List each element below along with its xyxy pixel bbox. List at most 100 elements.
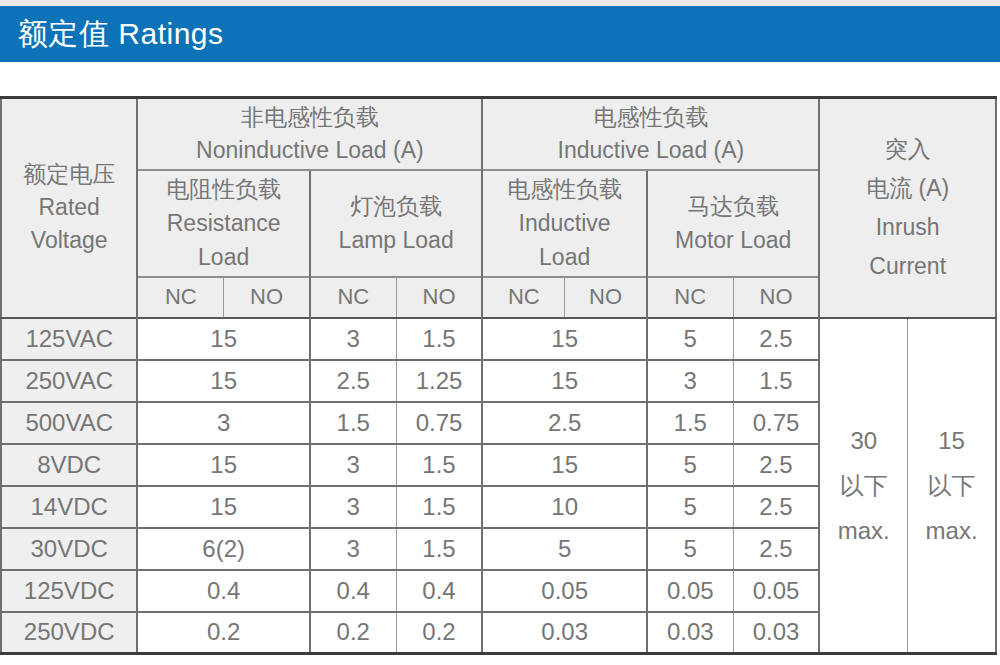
- row-label-voltage: 8VDC: [1, 444, 137, 486]
- cell-motor-no: 2.5: [733, 444, 819, 486]
- cell-lamp-no: 1.25: [396, 360, 482, 402]
- cell-lamp-no: 1.5: [396, 528, 482, 570]
- cell-lamp-nc: 2.5: [310, 360, 396, 402]
- corner-header-en2: Voltage: [2, 224, 136, 257]
- cell-lamp-nc: 3: [310, 486, 396, 528]
- cell-resistance: 0.4: [137, 570, 310, 612]
- cell-inductive: 0.03: [482, 612, 646, 654]
- cell-lamp-no: 1.5: [396, 444, 482, 486]
- inrush-header-zh2: 电流 (A): [820, 169, 995, 208]
- inrush-header-en1: Inrush: [820, 208, 995, 247]
- cell-motor-no: 0.75: [733, 402, 819, 444]
- cell-lamp-nc: 1.5: [310, 402, 396, 444]
- cell-lamp-nc: 0.4: [310, 570, 396, 612]
- inrush-15-max: max.: [908, 508, 995, 553]
- cell-inductive: 15: [482, 444, 646, 486]
- corner-header-zh: 额定电压: [2, 158, 136, 191]
- cell-lamp-no: 1.5: [396, 486, 482, 528]
- cell-motor-no: 0.03: [733, 612, 819, 654]
- cell-inductive: 15: [482, 360, 646, 402]
- col-header-motor-no: NO: [733, 277, 819, 318]
- col-header-lamp-no: NO: [396, 277, 482, 318]
- motor-load-en: Motor Load: [648, 223, 819, 257]
- resistance-load-en2: Load: [138, 240, 309, 274]
- group-inductive-en: Inductive Load (A): [483, 134, 818, 167]
- inrush-30-zh: 以下: [820, 463, 907, 508]
- cell-resistance: 6(2): [137, 528, 310, 570]
- group-header-noninductive-load: 非电感性负载 Noninductive Load (A): [137, 98, 482, 170]
- cell-motor-nc: 3: [647, 360, 733, 402]
- inrush-15-value: 15: [908, 418, 995, 463]
- row-label-voltage: 125VAC: [1, 318, 137, 360]
- col-header-lamp-nc: NC: [310, 277, 396, 318]
- cell-resistance: 15: [137, 444, 310, 486]
- corner-header-rated-voltage: 额定电压 Rated Voltage: [1, 98, 137, 318]
- inductive-load-en2: Load: [483, 240, 645, 274]
- row-label-voltage: 14VDC: [1, 486, 137, 528]
- cell-inductive: 15: [482, 318, 646, 360]
- cell-resistance: 15: [137, 486, 310, 528]
- cell-inductive: 10: [482, 486, 646, 528]
- cell-lamp-no: 1.5: [396, 318, 482, 360]
- cell-resistance: 15: [137, 360, 310, 402]
- cell-resistance: 15: [137, 318, 310, 360]
- header-inrush-current: 突入 电流 (A) Inrush Current: [819, 98, 996, 318]
- inductive-load-en1: Inductive: [483, 206, 645, 240]
- cell-motor-nc: 5: [647, 444, 733, 486]
- cell-lamp-nc: 0.2: [310, 612, 396, 654]
- cell-motor-nc: 0.05: [647, 570, 733, 612]
- section-title-bar: 额定值 Ratings: [0, 6, 1000, 62]
- table-row-125vac: 125VAC 15 3 1.5 15 5 2.5 30 以下 max. 15 以…: [1, 318, 996, 360]
- cell-lamp-no: 0.2: [396, 612, 482, 654]
- row-label-voltage: 30VDC: [1, 528, 137, 570]
- cell-lamp-no: 0.4: [396, 570, 482, 612]
- group-noninductive-zh: 非电感性负载: [138, 101, 481, 134]
- group-inductive-zh: 电感性负载: [483, 101, 818, 134]
- cell-motor-nc: 5: [647, 486, 733, 528]
- corner-header-en1: Rated: [2, 191, 136, 224]
- cell-inductive: 2.5: [482, 402, 646, 444]
- cell-motor-no: 2.5: [733, 486, 819, 528]
- inductive-load-zh: 电感性负载: [483, 172, 645, 206]
- resistance-load-en1: Resistance: [138, 206, 309, 240]
- subheader-resistance-load: 电阻性负载 Resistance Load: [137, 170, 310, 277]
- inrush-header-zh1: 突入: [820, 130, 995, 169]
- row-label-voltage: 250VDC: [1, 612, 137, 654]
- header-row-groups: 额定电压 Rated Voltage 非电感性负载 Noninductive L…: [1, 98, 996, 170]
- cell-inrush-30-max: 30 以下 max.: [819, 318, 907, 654]
- cell-inductive: 0.05: [482, 570, 646, 612]
- cell-lamp-no: 0.75: [396, 402, 482, 444]
- page: 额定值 Ratings 额定电压 Rated Voltage 非电感性负载 No…: [0, 0, 1000, 655]
- cell-lamp-nc: 3: [310, 318, 396, 360]
- cell-motor-no: 2.5: [733, 528, 819, 570]
- row-label-voltage: 500VAC: [1, 402, 137, 444]
- col-header-inductive-nc: NC: [482, 277, 564, 318]
- cell-inrush-15-max: 15 以下 max.: [908, 318, 996, 654]
- cell-motor-nc: 5: [647, 318, 733, 360]
- cell-lamp-nc: 3: [310, 528, 396, 570]
- cell-motor-no: 1.5: [733, 360, 819, 402]
- inrush-header-en2: Current: [820, 247, 995, 286]
- cell-resistance: 3: [137, 402, 310, 444]
- resistance-load-zh: 电阻性负载: [138, 172, 309, 206]
- subheader-inductive-load: 电感性负载 Inductive Load: [482, 170, 646, 277]
- cell-resistance: 0.2: [137, 612, 310, 654]
- title-table-gap: [0, 62, 1000, 96]
- cell-motor-nc: 1.5: [647, 402, 733, 444]
- ratings-table: 额定电压 Rated Voltage 非电感性负载 Noninductive L…: [0, 96, 997, 655]
- lamp-load-zh: 灯泡负载: [311, 189, 482, 223]
- row-label-voltage: 125VDC: [1, 570, 137, 612]
- group-header-inductive-load: 电感性负载 Inductive Load (A): [482, 98, 819, 170]
- row-label-voltage: 250VAC: [1, 360, 137, 402]
- col-header-resistance-nc: NC: [137, 277, 223, 318]
- inrush-30-max: max.: [820, 508, 907, 553]
- col-header-resistance-no: NO: [224, 277, 310, 318]
- col-header-inductive-no: NO: [565, 277, 647, 318]
- cell-motor-no: 2.5: [733, 318, 819, 360]
- cell-lamp-nc: 3: [310, 444, 396, 486]
- inrush-30-value: 30: [820, 418, 907, 463]
- inrush-15-zh: 以下: [908, 463, 995, 508]
- lamp-load-en: Lamp Load: [311, 223, 482, 257]
- cell-inductive: 5: [482, 528, 646, 570]
- section-title: 额定值 Ratings: [18, 14, 224, 55]
